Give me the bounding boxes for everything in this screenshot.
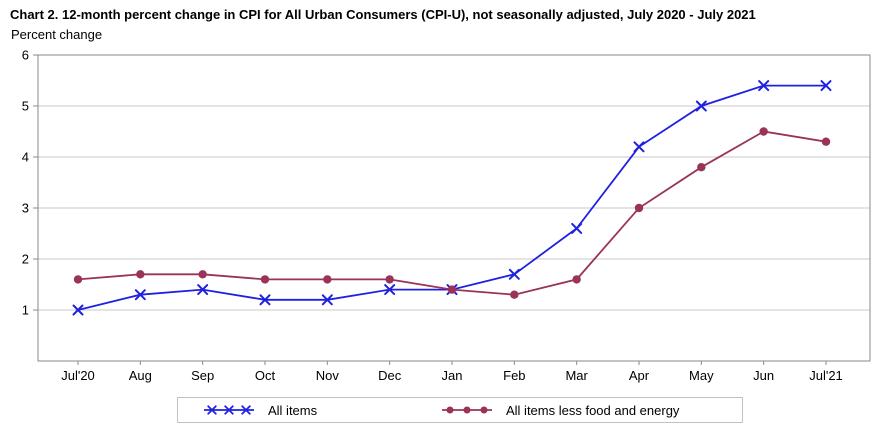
swatch-x-marker <box>241 405 251 415</box>
x-marker <box>820 80 832 92</box>
x-tick-label: Dec <box>378 368 402 383</box>
y-tick-label: 3 <box>22 201 29 216</box>
x-marker <box>633 141 645 153</box>
legend: All items All items less food and energy <box>177 397 743 423</box>
x-marker <box>758 80 770 92</box>
dot-marker <box>198 270 207 279</box>
dot-marker <box>385 275 394 284</box>
y-tick-label: 2 <box>22 252 29 267</box>
x-tick-label: Apr <box>629 368 650 383</box>
x-tick-label: Sep <box>191 368 214 383</box>
x-tick-label: Jan <box>442 368 463 383</box>
legend-label-core: All items less food and energy <box>506 402 680 418</box>
dot-marker <box>759 127 768 136</box>
swatch-x-marker <box>224 405 234 415</box>
dot-marker <box>572 275 581 284</box>
core-line-swatch-icon <box>442 406 492 414</box>
chart-title: Chart 2. 12-month percent change in CPI … <box>10 7 756 22</box>
x-marker <box>695 100 707 112</box>
dot-marker <box>697 163 706 172</box>
series-line <box>77 84 826 311</box>
series-core <box>73 127 831 299</box>
y-tick-label: 4 <box>22 150 29 165</box>
x-marker <box>508 268 520 280</box>
series-line <box>77 130 827 296</box>
x-marker <box>384 284 396 296</box>
x-marker <box>197 284 209 296</box>
swatch-dot-marker <box>480 406 488 414</box>
x-tick-label: Mar <box>565 368 588 383</box>
x-marker <box>571 222 583 234</box>
legend-label-all-items: All items <box>268 402 318 418</box>
swatch-dot-marker <box>463 406 471 414</box>
y-axis-unit-label: Percent change <box>11 27 103 42</box>
x-tick-label: Jul'20 <box>61 368 95 383</box>
x-tick-label: May <box>689 368 714 383</box>
x-marker <box>259 294 271 306</box>
x-tick-label: Nov <box>316 368 340 383</box>
all-items-line-swatch-icon <box>204 405 254 415</box>
y-tick-label: 5 <box>22 99 29 114</box>
dot-marker <box>260 275 270 284</box>
swatch-x-marker <box>207 405 217 415</box>
legend-item-all-items: All items <box>203 398 317 422</box>
dot-marker <box>510 290 519 299</box>
x-tick-label: Feb <box>503 368 525 383</box>
x-marker <box>134 289 146 301</box>
legend-item-core: All items less food and energy <box>441 398 679 422</box>
dot-marker <box>634 203 644 213</box>
x-tick-label: Jun <box>753 368 774 383</box>
dot-marker <box>323 275 332 284</box>
dot-marker <box>821 137 831 146</box>
x-marker <box>321 294 333 306</box>
dot-marker <box>447 285 457 294</box>
dot-marker <box>73 275 83 284</box>
x-marker <box>72 304 84 316</box>
x-tick-label: Aug <box>129 368 152 383</box>
y-tick-label: 6 <box>22 48 29 63</box>
swatch-dot-marker <box>446 406 454 414</box>
x-tick-label: Jul'21 <box>809 368 843 383</box>
y-tick-label: 1 <box>22 303 29 318</box>
dot-marker <box>136 270 145 279</box>
x-tick-label: Oct <box>255 368 276 383</box>
series-all-items <box>72 80 832 316</box>
